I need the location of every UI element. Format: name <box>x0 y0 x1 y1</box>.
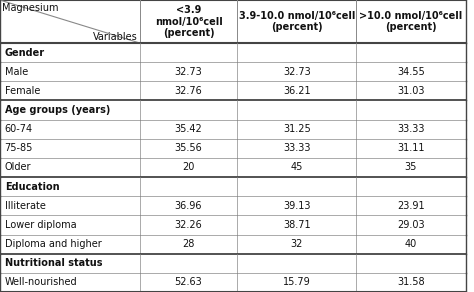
Text: 32.76: 32.76 <box>174 86 202 96</box>
Text: 36.21: 36.21 <box>283 86 310 96</box>
Text: Magnesium: Magnesium <box>2 3 59 13</box>
Text: 35: 35 <box>405 163 417 173</box>
Text: >10.0 nmol/10⁶cell
(percent): >10.0 nmol/10⁶cell (percent) <box>359 11 463 32</box>
Text: Well-nourished: Well-nourished <box>5 277 77 287</box>
Text: 29.03: 29.03 <box>397 220 425 230</box>
Bar <box>0 254 465 273</box>
Text: 34.55: 34.55 <box>397 67 425 77</box>
Text: 35.42: 35.42 <box>174 124 202 134</box>
Text: Illiterate: Illiterate <box>5 201 46 211</box>
Text: 3.9-10.0 nmol/10⁶cell
(percent): 3.9-10.0 nmol/10⁶cell (percent) <box>238 11 355 32</box>
Text: 35.56: 35.56 <box>174 143 202 153</box>
Text: 32.73: 32.73 <box>174 67 202 77</box>
Bar <box>0 139 465 158</box>
Text: 45: 45 <box>291 163 303 173</box>
Bar <box>0 120 465 139</box>
Text: 36.96: 36.96 <box>175 201 202 211</box>
Text: <3.9
nmol/10⁶cell
(percent): <3.9 nmol/10⁶cell (percent) <box>155 5 222 38</box>
Text: 75-85: 75-85 <box>5 143 33 153</box>
Text: 38.71: 38.71 <box>283 220 310 230</box>
Text: Nutritional status: Nutritional status <box>5 258 102 268</box>
Text: 52.63: 52.63 <box>174 277 202 287</box>
Bar <box>0 0 465 43</box>
Text: Age groups (years): Age groups (years) <box>5 105 110 115</box>
Text: 31.25: 31.25 <box>283 124 310 134</box>
Text: 28: 28 <box>182 239 195 249</box>
Bar <box>0 234 465 254</box>
Text: 23.91: 23.91 <box>397 201 425 211</box>
Text: Older: Older <box>5 163 31 173</box>
Text: 31.58: 31.58 <box>397 277 425 287</box>
Text: 33.33: 33.33 <box>283 143 310 153</box>
Text: 39.13: 39.13 <box>283 201 310 211</box>
Text: Lower diploma: Lower diploma <box>5 220 76 230</box>
Text: 31.11: 31.11 <box>397 143 425 153</box>
Text: 15.79: 15.79 <box>283 277 310 287</box>
Bar <box>0 100 465 120</box>
Text: Gender: Gender <box>5 48 45 58</box>
Bar <box>0 196 465 215</box>
Text: Variables: Variables <box>92 32 137 41</box>
Bar <box>0 273 465 292</box>
Text: 32: 32 <box>291 239 303 249</box>
Bar <box>0 43 465 62</box>
Text: 20: 20 <box>182 163 195 173</box>
Text: Education: Education <box>5 182 59 192</box>
Bar <box>0 177 465 196</box>
Text: Diploma and higher: Diploma and higher <box>5 239 101 249</box>
Bar <box>0 62 465 81</box>
Text: 60-74: 60-74 <box>5 124 33 134</box>
Text: 32.26: 32.26 <box>174 220 202 230</box>
Text: Female: Female <box>5 86 40 96</box>
Text: 40: 40 <box>405 239 417 249</box>
Text: 31.03: 31.03 <box>397 86 425 96</box>
Text: Male: Male <box>5 67 28 77</box>
Text: 33.33: 33.33 <box>397 124 425 134</box>
Bar <box>0 215 465 234</box>
Bar <box>0 158 465 177</box>
Bar <box>0 81 465 100</box>
Text: 32.73: 32.73 <box>283 67 310 77</box>
